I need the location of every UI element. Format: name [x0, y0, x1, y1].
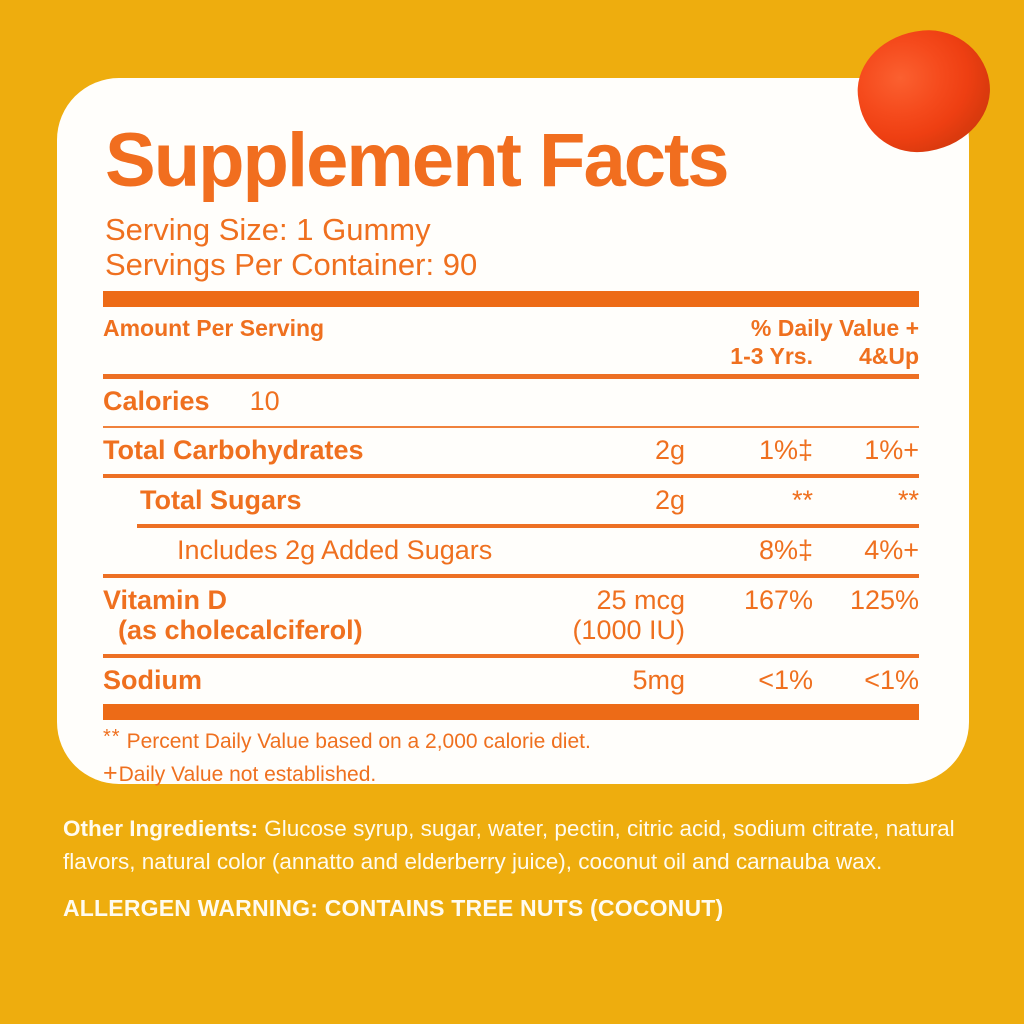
row-dv-1-3yrs: ** [791, 484, 813, 515]
row-dv-1-3yrs: <1% [758, 664, 813, 695]
other-ingredients-text: Glucose syrup, sugar, water, pectin, cit… [63, 816, 955, 874]
footnote-daily-value: ** Percent Daily Value based on a 2,000 c… [103, 725, 919, 755]
row-divider [103, 573, 919, 578]
row-label: Total Carbohydrates [103, 434, 364, 465]
row-label: Total Sugars [140, 484, 302, 515]
other-ingredients-paragraph: Other Ingredients: Glucose syrup, sugar,… [63, 812, 983, 878]
row-dv-4up: ** [897, 484, 919, 515]
table-row-total-sugars: Total Sugars 2g ** ** [103, 478, 919, 524]
vitamin-d-iu: (1000 IU) [572, 614, 685, 645]
table-top-bar [103, 290, 919, 307]
table-row-sodium: Sodium 5mg <1% <1% [103, 658, 919, 704]
footnotes: ** Percent Daily Value based on a 2,000 c… [103, 720, 919, 788]
row-dv-4up: 4%+ [864, 534, 919, 565]
daily-value-header: % Daily Value + [750, 314, 919, 341]
calories-label: Calories [103, 385, 210, 416]
table-header-row: Amount Per Serving % Daily Value + 1-3 Y… [103, 307, 919, 374]
row-dv-4up: <1% [864, 664, 919, 695]
age-1-3-header: 1-3 Yrs. [730, 342, 813, 369]
vitamin-d-form: (as cholecalciferol) [118, 614, 363, 645]
row-divider [103, 473, 919, 478]
calories-value: 10 [249, 385, 280, 416]
supplement-facts-card: Supplement Facts Serving Size: 1 Gummy S… [57, 78, 969, 786]
amount-per-serving-header: Amount Per Serving [103, 314, 325, 341]
row-amount: 5mg [632, 664, 685, 695]
table-row-vitamin-d: Vitamin D (as cholecalciferol) 25 mcg (1… [103, 578, 919, 654]
footnote-asterisks-symbol: ** [103, 725, 121, 748]
table-row-added-sugars: Includes 2g Added Sugars 8%‡ 4%+ [103, 528, 919, 574]
header-divider [103, 373, 919, 379]
footnote-daily-value-text: Percent Daily Value based on a 2,000 cal… [126, 729, 591, 753]
table-row-total-carbohydrates: Total Carbohydrates 2g 1%‡ 1%+ [103, 428, 919, 474]
age-4-up-header: 4&Up [858, 342, 919, 369]
footnote-not-established-text: Daily Value not established. [118, 762, 377, 786]
bottom-section: Other Ingredients: Glucose syrup, sugar,… [63, 812, 983, 922]
row-dv-1-3yrs: 167% [743, 584, 813, 615]
vitamin-d-name: Vitamin D [103, 584, 228, 615]
row-divider-indented [137, 523, 919, 528]
row-dv-1-3yrs: 8%‡ [758, 534, 813, 565]
row-label: Vitamin D (as cholecalciferol) [103, 585, 515, 645]
other-ingredients-label: Other Ingredients: [63, 816, 259, 841]
row-amount: 2g [654, 434, 685, 465]
row-dv-4up: 125% [849, 584, 919, 615]
row-divider [103, 425, 919, 428]
serving-size-text: Serving Size: 1 Gummy [105, 211, 431, 247]
row-label: Includes 2g Added Sugars [177, 534, 493, 565]
footnote-plus-symbol: + [103, 758, 118, 787]
row-amount: 2g [654, 484, 685, 515]
row-label: Sodium [103, 664, 202, 695]
calories-row: Calories 10 [103, 379, 919, 426]
allergen-warning: ALLERGEN WARNING: CONTAINS TREE NUTS (CO… [63, 895, 724, 921]
page-title: Supplement Facts [105, 118, 730, 203]
footnote-not-established: +Daily Value not established. [103, 760, 919, 788]
row-dv-4up: 1%+ [864, 434, 919, 465]
vitamin-d-amount: 25 mcg [596, 584, 685, 615]
row-divider [103, 653, 919, 658]
servings-per-container-text: Servings Per Container: 90 [105, 246, 478, 282]
table-bottom-bar [103, 703, 919, 720]
row-dv-1-3yrs: 1%‡ [758, 434, 813, 465]
card-content: Supplement Facts Serving Size: 1 Gummy S… [57, 78, 969, 788]
row-amount: 25 mcg (1000 IU) [515, 585, 685, 645]
